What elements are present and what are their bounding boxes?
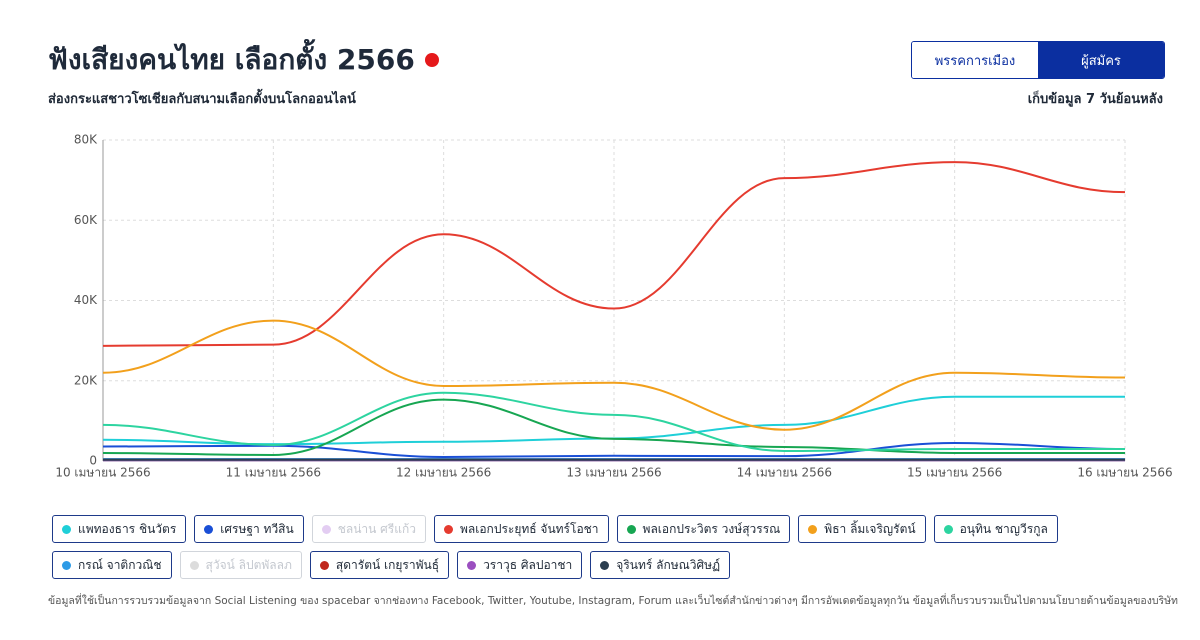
x-tick-label: 11 เมษายน 2566	[226, 466, 321, 480]
legend-swatch	[189, 560, 199, 570]
x-tick-label: 13 เมษายน 2566	[566, 466, 661, 480]
legend-swatch	[62, 524, 71, 534]
legend: แพทองธาร ชินวัตร เศรษฐา ทวีสิน ชลน่าน ศรีแ…	[52, 515, 1152, 579]
legend-swatch	[626, 524, 636, 534]
legend-label: วราวุธ ศิลปอาชา	[483, 557, 573, 572]
footnote: ข้อมูลที่ใช้เป็นการรวบรวมข้อมูลจาก Socia…	[48, 595, 1178, 607]
range-note: เก็บข้อมูล 7 วันย้อนหลัง	[1027, 92, 1163, 107]
legend-swatch	[943, 524, 953, 534]
legend-item[interactable]: เศรษฐา ทวีสิน	[194, 515, 304, 543]
title: ฟังเสียงคนไทย เลือกตั้ง 2566	[48, 38, 439, 82]
legend-item[interactable]: ชลน่าน ศรีแก้ว	[311, 515, 426, 543]
tab[interactable]: ผู้สมัคร	[1038, 42, 1164, 78]
title-text: ฟังเสียงคนไทย เลือกตั้ง 2566	[48, 43, 415, 76]
series-line	[102, 391, 1125, 452]
series-line	[102, 395, 1125, 446]
legend-item[interactable]: สุดารัตน์ เกยุราพันธุ์	[309, 551, 450, 579]
legend-item[interactable]: สุวัจน์ ลิปตพัลลภ	[179, 551, 302, 579]
legend-label: สุดารัตน์ เกยุราพันธุ์	[335, 557, 440, 572]
x-tick-label: 10 เมษายน 2566	[55, 466, 150, 480]
y-tick-label: 40K	[74, 293, 98, 307]
legend-label: จุรินทร์ ลักษณวิศิษฏ์	[616, 557, 721, 572]
series-line	[102, 161, 1126, 347]
legend-swatch	[62, 560, 71, 570]
y-tick-label: 0	[89, 454, 97, 468]
x-tick-label: 14 เมษายน 2566	[737, 466, 832, 480]
legend-swatch	[204, 524, 214, 534]
legend-item[interactable]: จุรินทร์ ลักษณวิศิษฏ์	[590, 551, 731, 579]
legend-item[interactable]: พิธา ลิ้มเจริญรัตน์	[798, 515, 926, 543]
legend-item[interactable]: พลเอกประยุทธ์ จันทร์โอชา	[433, 515, 609, 543]
legend-label: ชลน่าน ศรีแก้ว	[337, 521, 416, 536]
legend-swatch	[467, 560, 477, 570]
legend-swatch	[443, 524, 453, 534]
legend-swatch	[319, 560, 329, 570]
series-line	[102, 398, 1125, 456]
x-tick-label: 16 เมษายน 2566	[1077, 466, 1172, 480]
tab-group: พรรคการเมือง ผู้สมัคร	[911, 41, 1165, 79]
legend-label: เศรษฐา ทวีสิน	[220, 521, 294, 536]
legend-label: กรณ์ จาติกวณิช	[78, 557, 162, 572]
legend-item[interactable]: วราวุธ ศิลปอาชา	[457, 551, 583, 579]
y-tick-label: 60K	[74, 213, 98, 227]
legend-label: แพทองธาร ชินวัตร	[78, 521, 177, 536]
legend-swatch	[321, 524, 331, 534]
legend-item[interactable]: แพทองธาร ชินวัตร	[52, 515, 187, 543]
legend-swatch	[600, 560, 610, 570]
legend-label: อนุทิน ชาญวีรกูล	[959, 521, 1048, 536]
legend-label: สุวัจน์ ลิปตพัลลภ	[205, 557, 292, 572]
legend-label: พิธา ลิ้มเจริญรัตน์	[824, 521, 916, 536]
y-tick-label: 20K	[74, 373, 98, 387]
subtitle: ส่องกระแสชาวโซเชียลกับสนามเลือกตั้งบนโลก…	[48, 92, 356, 107]
series-line	[102, 319, 1126, 431]
legend-item[interactable]: อนุทิน ชาญวีรกูล	[933, 515, 1058, 543]
y-tick-label: 80K	[74, 133, 98, 147]
chart: 0 20K 40K 60K 80K 10 เมษายน 2566 11 เมษายน 256…	[55, 133, 1172, 480]
live-dot	[424, 53, 439, 67]
legend-label: พลเอกประยุทธ์ จันทร์โอชา	[459, 521, 599, 536]
x-tick-label: 15 เมษายน 2566	[907, 466, 1002, 480]
legend-item[interactable]: พลเอกประวิตร วงษ์สุวรรณ	[616, 515, 791, 543]
legend-item[interactable]: กรณ์ จาติกวณิช	[52, 551, 172, 579]
legend-swatch	[808, 524, 818, 534]
legend-label: พลเอกประวิตร วงษ์สุวรรณ	[642, 521, 781, 536]
tab[interactable]: พรรคการเมือง	[912, 42, 1038, 78]
x-tick-label: 12 เมษายน 2566	[396, 466, 491, 480]
